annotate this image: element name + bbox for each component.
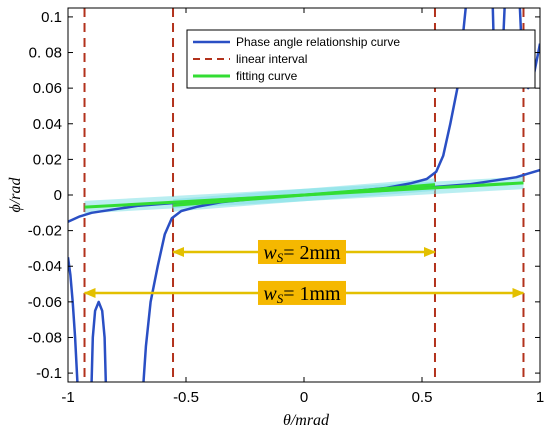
y-tick-label: 0. 08 xyxy=(29,45,62,62)
x-tick-label: -0.5 xyxy=(173,389,199,406)
y-tick-label: -0.06 xyxy=(28,294,62,311)
y-tick-label: 0.04 xyxy=(33,116,62,133)
y-tick-label: 0.1 xyxy=(41,9,62,26)
y-tick-label: -0.08 xyxy=(28,329,62,346)
fitting-curve-line-1 xyxy=(172,183,436,207)
phase-curve-segment-2 xyxy=(68,257,79,382)
y-tick-label: -0.02 xyxy=(28,223,62,240)
annotations: wS= 2mm wS= 1mm xyxy=(83,239,525,306)
phase-curve-segment-3 xyxy=(90,300,108,382)
y-tick-label: -0.1 xyxy=(36,365,62,382)
width-label-box-1 xyxy=(258,280,346,305)
x-tick-label: -1 xyxy=(61,389,74,406)
legend-label-phase: Phase angle relationship curve xyxy=(236,35,400,49)
axes: -1 -0.5 0 0.5 1 0.1 0. 08 0.06 0.04 0.02 0 -0.02 -0.… xyxy=(28,7,544,406)
legend-label-linear: linear interval xyxy=(236,52,307,66)
y-tick-label: 0 xyxy=(54,187,62,204)
y-tick-label: 0.06 xyxy=(33,80,62,97)
legend-box xyxy=(186,29,536,89)
plot-area xyxy=(68,8,540,382)
width-label-0: wS= 2mm xyxy=(263,242,341,265)
width-label-box-0 xyxy=(258,239,346,264)
width-label-1: wS= 1mm xyxy=(263,283,341,306)
y-axis-label: ϕ/rad xyxy=(7,177,24,213)
y-tick-label: -0.04 xyxy=(28,258,62,275)
x-axis-label: θ/mrad xyxy=(283,412,330,429)
x-tick-label: 0 xyxy=(300,389,308,406)
x-tick-label: 1 xyxy=(536,389,544,406)
legend: Phase angle relationship curve linear in… xyxy=(186,29,536,89)
legend-label-fitting: fitting curve xyxy=(236,69,298,83)
y-tick-label: 0.02 xyxy=(33,151,62,168)
x-tick-label: 0.5 xyxy=(412,389,433,406)
